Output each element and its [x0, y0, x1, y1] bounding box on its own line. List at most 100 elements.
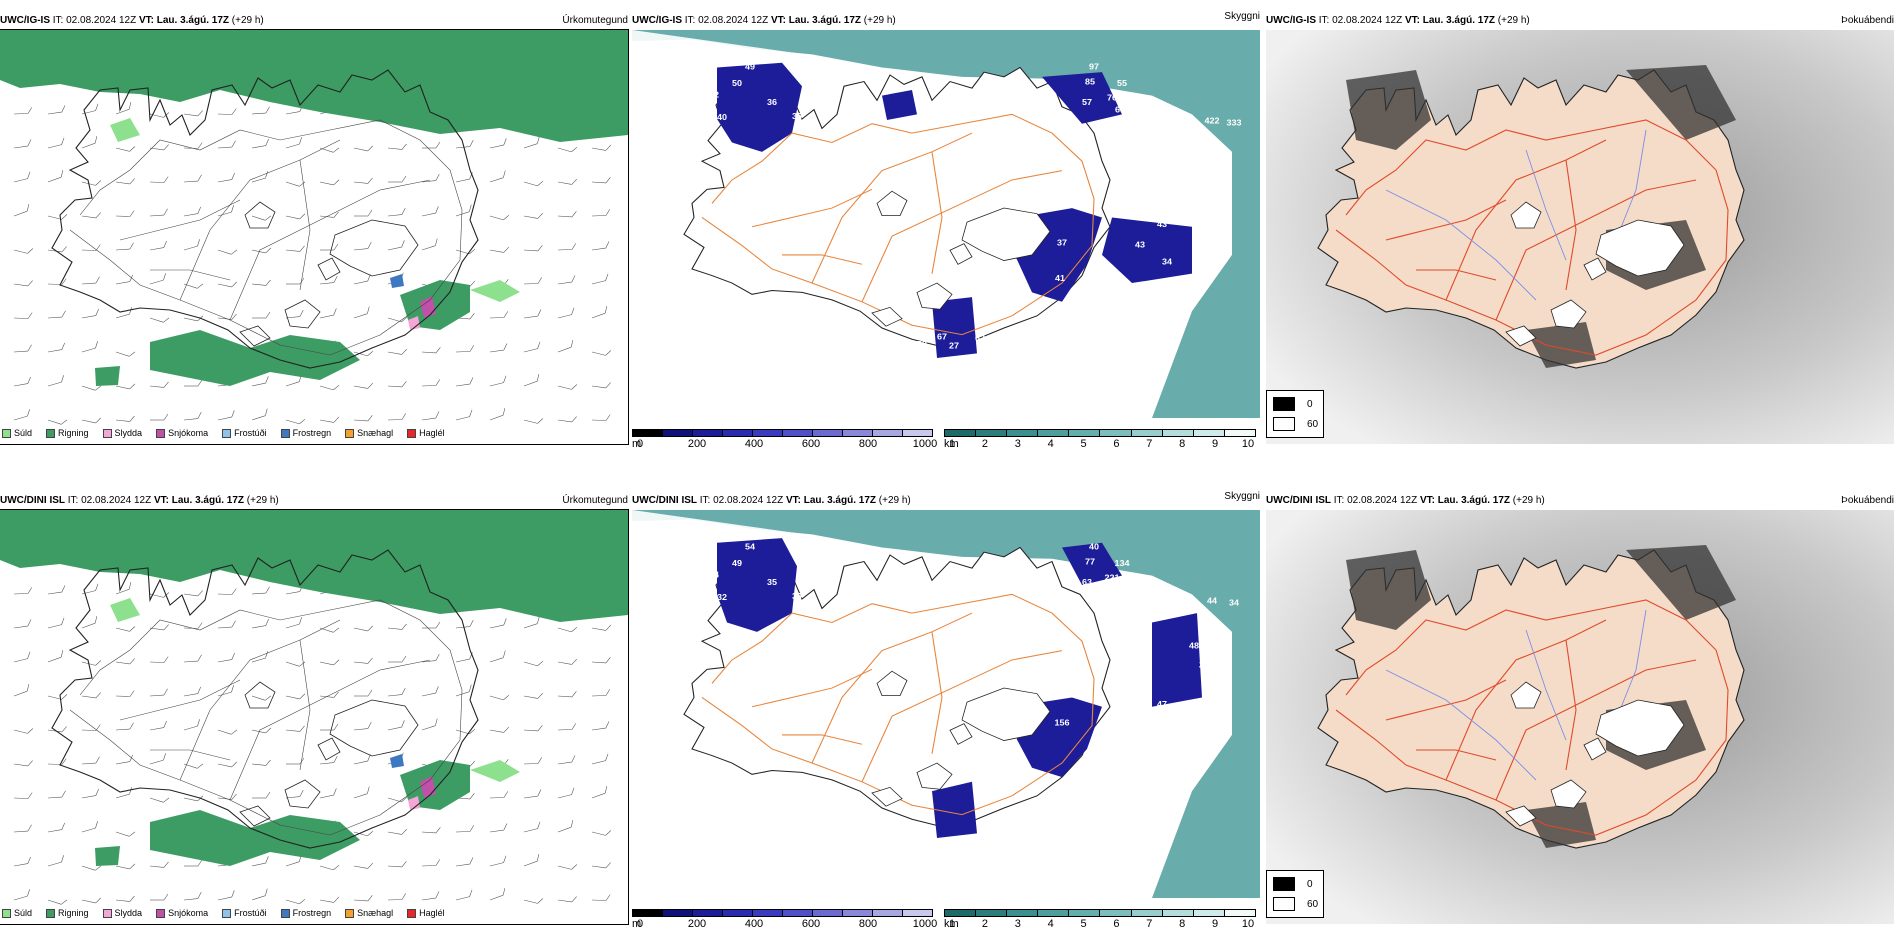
road-line — [1335, 599, 1729, 836]
wind-barb — [149, 144, 169, 151]
legend-label: Haglél — [419, 428, 445, 438]
colorbar-tick: 1000 — [912, 918, 938, 930]
fog-legend-label: 60 — [1307, 898, 1319, 910]
wind-barb — [149, 656, 169, 663]
wind-barb — [523, 725, 543, 732]
wind-barb — [523, 821, 541, 833]
colorbar-segment — [903, 430, 932, 436]
wind-barb — [455, 889, 473, 901]
ceiling-value-label: 35 — [767, 577, 777, 587]
glacier-outline — [317, 737, 341, 761]
rain-area — [150, 330, 360, 386]
ceiling-value-label: 221 — [1104, 573, 1119, 583]
wind-barb — [557, 755, 576, 765]
glacier-outline — [1505, 805, 1537, 827]
wind-barb — [421, 174, 440, 183]
wind-barb — [115, 831, 136, 837]
road-line — [179, 619, 341, 781]
wind-barb — [251, 888, 268, 901]
wind-barb — [81, 385, 102, 391]
road-line — [179, 139, 341, 301]
fog-legend-label: 0 — [1307, 398, 1313, 410]
wind-barb — [251, 759, 271, 766]
legend-item: Frostúði — [222, 426, 267, 440]
road-line — [701, 593, 1095, 816]
wind-barb — [149, 624, 169, 631]
wind-barb — [47, 105, 66, 115]
wind-barb — [319, 756, 338, 765]
wind-barb — [217, 108, 237, 115]
wind-barb — [81, 244, 101, 251]
wind-barb — [523, 660, 544, 667]
river-line — [1385, 189, 1537, 301]
panel-title: Þokuábendi — [1841, 495, 1894, 506]
wind-barb — [557, 626, 578, 633]
glacier-outline — [239, 325, 271, 347]
colorbar-segment — [1224, 910, 1255, 916]
legend-label: Frostúði — [234, 428, 267, 438]
road-line — [1335, 119, 1729, 356]
wind-barb — [47, 375, 64, 387]
valid-time: VT: Lau. 3.ágú. 17Z — [1404, 15, 1495, 26]
lead-time: (+29 h) — [246, 495, 279, 506]
wind-barb — [489, 855, 507, 867]
wind-barb — [183, 686, 201, 697]
glacier-outline — [949, 243, 973, 265]
wind-barb — [47, 617, 65, 629]
colorbar-tick: 6 — [1113, 438, 1120, 450]
wind-barb — [387, 861, 407, 868]
legend-swatch — [345, 428, 355, 438]
wind-barb — [251, 586, 270, 595]
ceiling-value-label: 38 — [932, 582, 942, 592]
wind-barb — [557, 864, 578, 870]
fog-legend-swatch — [1273, 417, 1295, 431]
wind-barb — [489, 247, 509, 253]
ceiling-value-label: 75 — [1025, 238, 1035, 248]
fog-index-legend: 0 60 — [1266, 870, 1324, 918]
road-line — [811, 612, 973, 764]
wind-barb — [184, 859, 203, 867]
wind-barb — [591, 625, 611, 631]
wind-barb — [557, 384, 578, 390]
model-name: UWC/IG-IS — [0, 15, 50, 26]
wind-barb — [81, 212, 101, 219]
glacier-outline — [1550, 299, 1587, 329]
colorbar-tick: 600 — [801, 438, 821, 450]
wind-barb — [217, 890, 235, 901]
wind-barb — [353, 754, 371, 765]
wind-barb — [523, 418, 544, 424]
wind-barb — [251, 856, 269, 867]
wind-barb — [489, 888, 506, 901]
wind-barb — [421, 859, 441, 867]
ceiling-value-label: 65 — [777, 153, 787, 163]
low-ceiling-area — [717, 538, 797, 632]
legend-swatch — [46, 428, 56, 438]
legend-item: Haglél — [407, 426, 445, 440]
wind-barb — [47, 650, 64, 663]
wind-barb — [13, 107, 33, 115]
legend-label: Snæhagl — [357, 908, 394, 918]
fog-index-panel-top: UWC/IG-IS IT: 02.08.2024 12Z VT: Lau. 3.… — [1266, 14, 1894, 459]
glacier-outline — [284, 299, 321, 329]
colorbar-swatches — [944, 429, 1256, 437]
wind-barb — [81, 756, 100, 765]
wind-barb — [251, 138, 269, 149]
wind-barb — [13, 587, 33, 595]
road-line — [1416, 269, 1497, 281]
wind-barb — [183, 110, 203, 117]
colorbar-segment — [945, 910, 977, 916]
ceiling-value-label: 24 — [1057, 315, 1067, 325]
wind-barb — [455, 204, 472, 217]
wind-barb — [319, 788, 337, 799]
precip-type-panel-top: UWC/IG-IS IT: 02.08.2024 12Z VT: Lau. 3.… — [0, 14, 629, 459]
colorbar-tick: 800 — [858, 918, 878, 930]
wind-barb — [591, 350, 612, 356]
wind-barb — [115, 274, 133, 285]
colorbar-tick: 7 — [1146, 438, 1153, 450]
wind-barb — [421, 206, 439, 217]
ceiling-colorbar: m 0 200 400 600 800 1000 — [632, 909, 937, 937]
wind-barb — [115, 415, 135, 422]
wind-barb — [455, 684, 472, 697]
wind-barb — [183, 719, 200, 731]
wind-barb — [183, 206, 201, 217]
